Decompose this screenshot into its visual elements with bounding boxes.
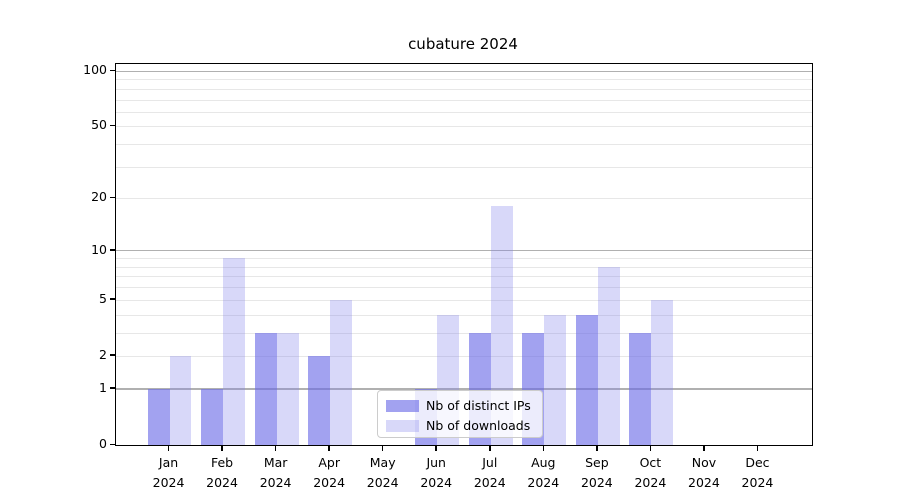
x-tick-label-dec: Dec 2024 [741, 455, 774, 490]
minor-gridline [116, 258, 812, 260]
minor-gridline [116, 99, 812, 101]
minor-gridline [116, 111, 812, 113]
x-tick-mark [649, 445, 652, 451]
y-tick-label: 1 [99, 379, 107, 395]
y-tick-label: 10 [91, 241, 107, 257]
x-tick-label-feb: Feb 2024 [206, 455, 238, 490]
y-tick-mark [110, 298, 115, 300]
x-tick-mark [381, 445, 384, 451]
x-tick-mark [542, 445, 545, 451]
minor-gridline [116, 79, 812, 81]
bar-downloads-mar [276, 332, 299, 445]
bar-distinct-ips-feb [201, 388, 224, 445]
major-gridline [116, 388, 812, 390]
x-tick-mark [221, 445, 223, 451]
y-tick-label: 0 [99, 436, 107, 451]
y-tick-mark [110, 196, 115, 199]
y-tick-mark [110, 387, 115, 389]
x-tick-label-may: May 2024 [366, 455, 399, 490]
x-tick-mark [274, 445, 277, 451]
x-tick-mark [167, 445, 170, 451]
bar-downloads-oct [651, 299, 674, 445]
y-tick-mark [110, 443, 115, 445]
minor-gridline [116, 126, 812, 128]
x-tick-mark [756, 445, 759, 451]
y-tick-label: 2 [99, 346, 107, 362]
bar-downloads-aug [544, 314, 567, 445]
bar-downloads-apr [330, 299, 353, 445]
minor-gridline [116, 266, 812, 268]
x-tick-mark [703, 445, 705, 451]
legend: Nb of distinct IPs Nb of downloads [377, 390, 543, 438]
x-tick-mark [328, 445, 330, 451]
x-tick-mark [435, 445, 437, 451]
minor-gridline [116, 144, 812, 146]
y-tick-label: 5 [99, 290, 107, 306]
minor-gridline [116, 198, 812, 200]
y-tick-mark [110, 354, 115, 356]
bar-downloads-sep [597, 266, 620, 445]
legend-item-distinct-ips: Nb of distinct IPs [378, 397, 542, 415]
minor-gridline [116, 276, 812, 278]
x-tick-label-aug: Aug 2024 [527, 455, 560, 490]
x-tick-mark [596, 445, 598, 451]
legend-label-distinct-ips: Nb of distinct IPs [426, 398, 531, 413]
minor-gridline [116, 355, 812, 357]
legend-item-downloads: Nb of downloads [378, 417, 542, 435]
minor-gridline [116, 166, 812, 168]
bar-distinct-ips-mar [254, 332, 277, 445]
major-gridline [116, 250, 812, 252]
minor-gridline [116, 332, 812, 334]
chart-title: cubature 2024 [408, 35, 518, 53]
plot-area [115, 63, 813, 446]
minor-gridline [116, 287, 812, 289]
bar-downloads-feb [223, 258, 245, 445]
bar-distinct-ips-oct [629, 332, 652, 445]
x-tick-label-oct: Oct 2024 [634, 455, 667, 490]
bar-downloads-jul [490, 206, 513, 445]
bar-downloads-jan [169, 355, 192, 445]
y-tick-label: 20 [91, 189, 107, 205]
x-tick-label-nov: Nov 2024 [688, 455, 720, 490]
x-tick-label-jan: Jan 2024 [152, 455, 185, 490]
minor-gridline [116, 88, 812, 90]
y-tick-label: 100 [83, 62, 107, 77]
legend-swatch-distinct-ips [386, 400, 419, 412]
x-tick-label-mar: Mar 2024 [259, 455, 292, 490]
y-tick-mark [110, 249, 115, 251]
bar-distinct-ips-apr [308, 355, 331, 445]
bar-distinct-ips-sep [575, 314, 598, 445]
major-gridline [116, 70, 812, 72]
legend-label-downloads: Nb of downloads [426, 418, 531, 433]
x-tick-label-sep: Sep 2024 [580, 455, 613, 490]
y-tick-label: 50 [91, 117, 107, 133]
bar-distinct-ips-jan [147, 388, 170, 445]
x-tick-label-jul: Jul 2024 [473, 455, 506, 490]
y-tick-mark [110, 124, 115, 127]
minor-gridline [116, 299, 812, 301]
x-tick-mark [489, 445, 491, 451]
y-tick-mark [110, 69, 115, 71]
minor-gridline [116, 314, 812, 316]
x-tick-label-jun: Jun 2024 [420, 455, 453, 490]
x-tick-label-apr: Apr 2024 [313, 455, 346, 490]
legend-swatch-downloads [386, 420, 419, 432]
